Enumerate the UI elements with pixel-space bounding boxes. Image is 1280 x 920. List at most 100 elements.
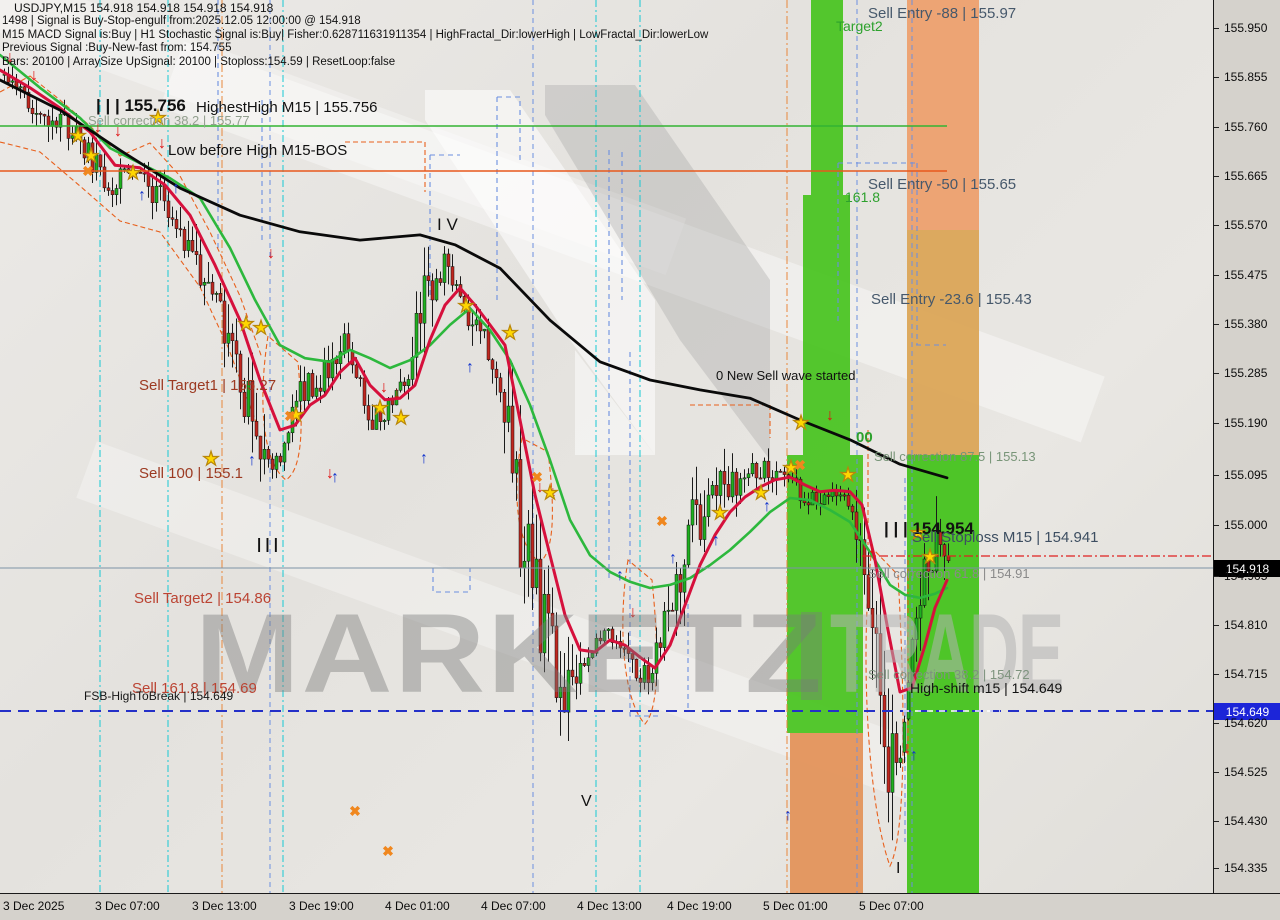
candle-up (262, 449, 267, 460)
candle-down (518, 459, 523, 569)
candle-down (230, 332, 235, 341)
candle-down (486, 328, 491, 360)
star-icon: ★ (252, 318, 269, 339)
candle-down (874, 627, 879, 634)
candle-up (594, 637, 599, 654)
candle-up (246, 380, 251, 417)
price-tick-label: 155.285 (1224, 366, 1268, 380)
cross-icon: ✖ (531, 469, 543, 485)
candle-down (854, 511, 859, 540)
sell-zone-left-bottom (790, 733, 863, 893)
price-tick-label: 155.665 (1224, 169, 1268, 183)
candle-down (170, 217, 175, 220)
sell-arrow-icon: ↓ (30, 67, 38, 84)
candle-up (314, 387, 319, 397)
price-tick (1214, 77, 1219, 78)
star-icon: ★ (909, 523, 926, 544)
candle-up (454, 284, 459, 286)
fractal-step (345, 141, 426, 192)
sell-arrow-icon: ↓ (158, 135, 166, 152)
candle-down (102, 166, 107, 189)
time-axis[interactable]: 3 Dec 2025 3 Dec 07:00 3 Dec 13:00 3 Dec 19… (0, 893, 1280, 920)
candle-down (494, 368, 499, 379)
candle-down (310, 373, 315, 397)
candle-down (150, 186, 155, 203)
candle-down (278, 455, 283, 463)
candle-up (422, 275, 427, 324)
candle-up (710, 485, 715, 496)
candle-up (526, 523, 531, 562)
candle-down (242, 391, 247, 417)
candle-up (470, 324, 475, 327)
candle-up (134, 172, 139, 174)
sell-arrow-icon: ↓ (629, 604, 637, 621)
candle-up (522, 560, 527, 569)
candle-up (474, 319, 479, 326)
candle-down (194, 251, 199, 256)
candle-up (898, 757, 903, 763)
candle-down (754, 463, 759, 479)
buy-arrow-icon: ↑ (763, 498, 771, 515)
price-tick (1214, 275, 1219, 276)
candle-down (238, 353, 243, 393)
chart-canvas: ↓↓↓ ↓↓↓↓↓ ↓↓ ↓↓↓↓↓↑ ↑↑↑↑↑↑↑↑↑↑↑★★★★★★★★ ★ ★★★★… (0, 0, 1213, 893)
previous-signal-line: Previous Signal :Buy-New-fast from: 154.… (2, 42, 232, 55)
time-tick-label: 3 Dec 13:00 (192, 899, 257, 913)
star-icon: ★ (202, 449, 219, 470)
cross-icon: ✖ (349, 803, 361, 819)
candle-down (378, 408, 383, 422)
time-tick-label: 3 Dec 07:00 (95, 899, 160, 913)
candle-up (642, 665, 647, 683)
price-tick-label: 155.855 (1224, 70, 1268, 84)
candle-up (542, 593, 547, 654)
fractal-step (690, 404, 771, 438)
candle-up (442, 253, 447, 283)
candle-down (366, 405, 371, 421)
star-icon: ★ (287, 405, 304, 426)
candle-up (158, 185, 163, 187)
buy-arrow-icon: ↑ (712, 532, 720, 549)
buy-arrow-icon: ↑ (331, 469, 339, 486)
fractal-loop (262, 334, 302, 481)
candle-up (746, 473, 751, 479)
candle-up (590, 653, 595, 658)
price-tick (1214, 821, 1219, 822)
candle-down (722, 471, 727, 485)
star-icon: ★ (752, 483, 769, 504)
price-axis[interactable]: 154.918 154.649 155.950 155.855 155.760 155… (1213, 0, 1280, 893)
star-icon: ★ (711, 503, 728, 524)
time-tick-label: 3 Dec 2025 (3, 899, 65, 913)
sell-arrow-icon: ↓ (393, 385, 401, 402)
star-icon: ★ (149, 108, 166, 129)
time-tick-label: 5 Dec 07:00 (859, 899, 924, 913)
candle-down (210, 281, 215, 295)
buy-arrow-icon: ↑ (248, 452, 256, 469)
symbol-title: USDJPY,M15 154.918 154.918 154.918 154.9… (14, 1, 274, 15)
logo-watermark (425, 85, 770, 460)
candle-down (510, 405, 515, 474)
chart-area[interactable]: ↓ ↓ ↓ ↓ ↓ ↓ ↓ ↓ ↓ ↓ ↓ ↓ ↓ ↓ ↓ ↑ ↑ ↑ ↑ ↑ ↑ ↑ ↑ ↑ ↑ ↑ ↑ ★ ★ ★ ★ ★ ★ ★ ★ ★ ★ ★ ★ ★… (0, 0, 1213, 893)
candle-up (930, 570, 935, 573)
sell-zone-right-top (907, 0, 979, 230)
candle-down (622, 647, 627, 650)
candle-down (610, 628, 615, 643)
price-tick-label: 154.810 (1224, 618, 1268, 632)
price-tick (1214, 28, 1219, 29)
cross-icon: ✖ (656, 513, 668, 529)
candle-up (730, 471, 735, 498)
price-tick-label: 154.715 (1224, 667, 1268, 681)
candle-up (282, 442, 287, 463)
buy-zone-top (811, 0, 843, 195)
candle-down (222, 300, 227, 344)
candle-up (762, 460, 767, 479)
candle-down (138, 172, 143, 174)
candle-down (490, 359, 495, 370)
candle-up (718, 471, 723, 496)
price-tick-label: 155.475 (1224, 268, 1268, 282)
candle-down (694, 499, 699, 505)
candle-up (86, 142, 91, 159)
time-tick-label: 4 Dec 19:00 (667, 899, 732, 913)
star-icon: ★ (782, 458, 799, 479)
candle-down (498, 377, 503, 393)
candle-down (574, 676, 579, 684)
